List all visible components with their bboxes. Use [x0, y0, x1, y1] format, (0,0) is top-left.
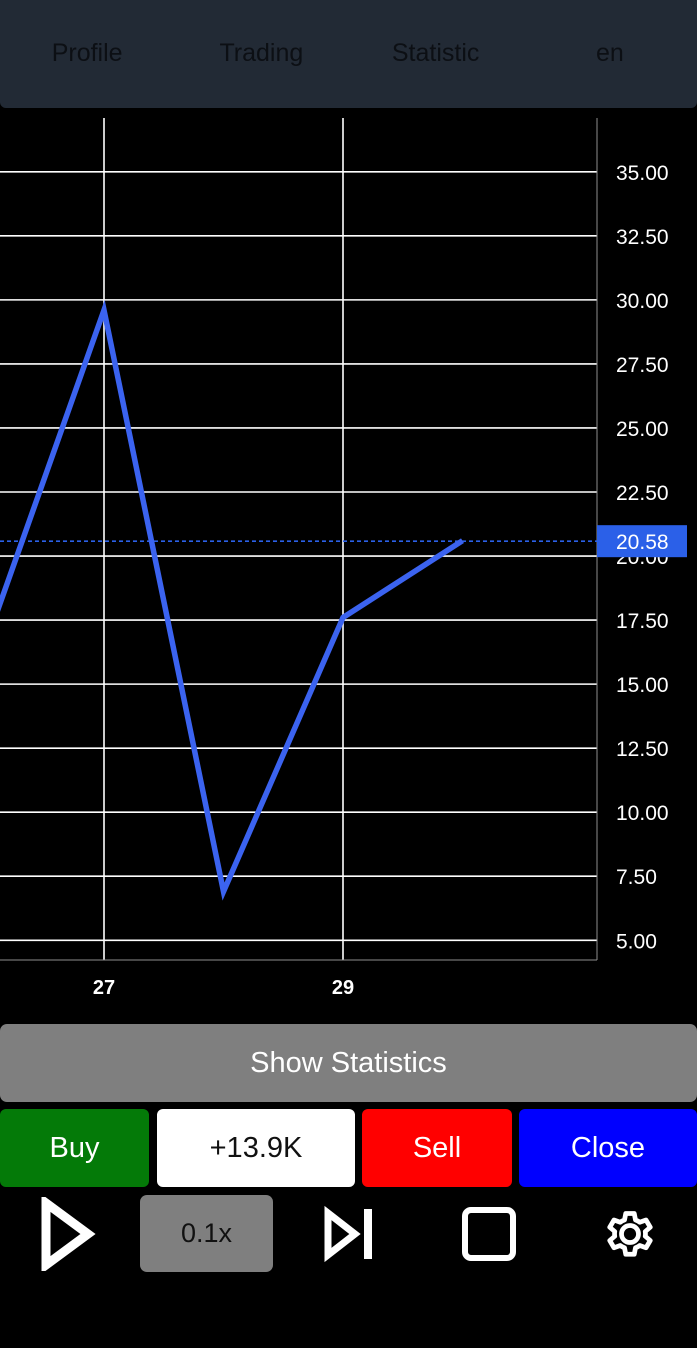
nav-profile[interactable]: Profile — [51, 38, 123, 67]
nav-trading[interactable]: Trading — [219, 38, 304, 67]
y-tick-label: 7.50 — [616, 866, 657, 889]
y-tick-label: 17.50 — [616, 610, 669, 633]
sell-button[interactable]: Sell — [362, 1109, 512, 1187]
play-icon — [41, 1197, 96, 1271]
x-tick-label: 29 — [332, 977, 354, 999]
nav-statistic[interactable]: Statistic — [391, 38, 480, 67]
price-chart-svg: 35.0032.5030.0027.5025.0022.5020.0017.50… — [0, 118, 687, 999]
step-forward-icon — [324, 1205, 372, 1263]
current-price-tag — [597, 525, 687, 558]
current-price-label: 20.58 — [616, 531, 669, 554]
y-tick-label: 15.00 — [616, 674, 669, 697]
trade-amount-button[interactable]: +13.9K — [157, 1109, 355, 1187]
stop-button[interactable] — [452, 1196, 526, 1272]
price-series-line — [0, 299, 464, 901]
step-forward-button[interactable] — [310, 1196, 385, 1272]
y-tick-label: 25.00 — [616, 418, 669, 441]
close-button[interactable]: Close — [519, 1109, 697, 1187]
y-tick-label: 12.50 — [616, 738, 669, 761]
y-tick-label: 30.00 — [616, 290, 669, 313]
buy-button[interactable]: Buy — [0, 1109, 149, 1187]
y-tick-label: 22.50 — [616, 482, 669, 505]
y-tick-label: 5.00 — [616, 930, 657, 953]
y-tick-label: 32.50 — [616, 226, 669, 249]
nav-language[interactable]: en — [595, 38, 624, 67]
x-tick-label: 27 — [93, 977, 115, 999]
stop-icon — [462, 1207, 516, 1261]
y-tick-label: 27.50 — [616, 354, 669, 377]
settings-button[interactable] — [596, 1194, 664, 1274]
speed-button[interactable]: 0.1x — [140, 1195, 273, 1272]
gear-icon — [607, 1211, 653, 1257]
y-tick-label: 35.00 — [616, 162, 669, 185]
top-nav: Profile Trading Statistic en — [0, 0, 697, 108]
price-chart[interactable]: 35.00 32.50 30.00 27.50 25.00 22.50 20.00 17.50… — [0, 108, 697, 1020]
play-button[interactable] — [30, 1194, 102, 1274]
show-statistics-button[interactable]: Show Statistics — [0, 1024, 697, 1102]
y-tick-label: 10.00 — [616, 802, 669, 825]
